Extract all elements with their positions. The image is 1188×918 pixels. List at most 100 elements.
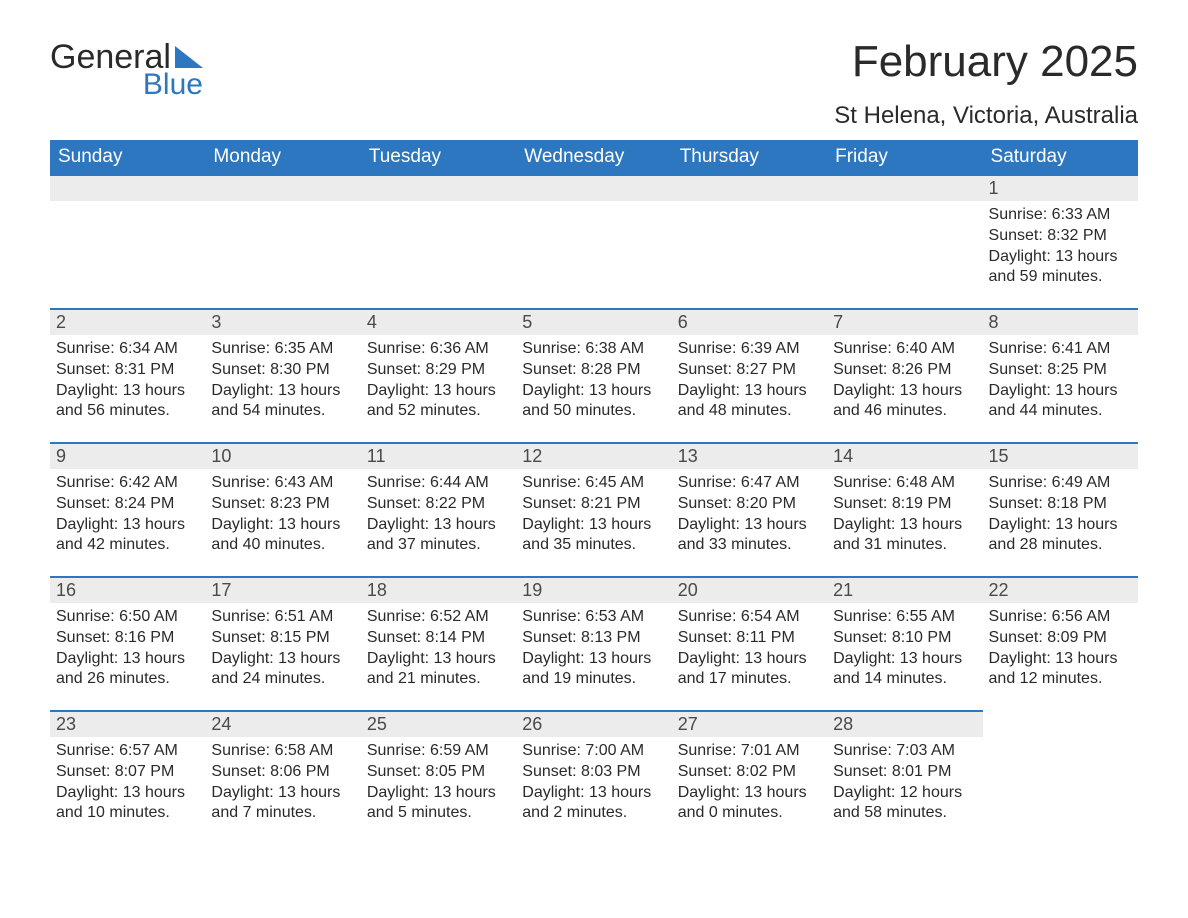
day-number xyxy=(827,174,982,201)
day-number xyxy=(672,174,827,201)
day-body: Sunrise: 6:40 AMSunset: 8:26 PMDaylight:… xyxy=(827,335,982,430)
day-number xyxy=(205,174,360,201)
calendar-day-cell: 1Sunrise: 6:33 AMSunset: 8:32 PMDaylight… xyxy=(983,174,1138,308)
sunset-line: Sunset: 8:20 PM xyxy=(678,494,821,515)
day-body xyxy=(516,201,671,213)
weekday-header: Friday xyxy=(827,140,982,174)
sunrise-line: Sunrise: 6:47 AM xyxy=(678,473,821,494)
calendar-day-cell: 13Sunrise: 6:47 AMSunset: 8:20 PMDayligh… xyxy=(672,442,827,576)
day-number: 11 xyxy=(361,442,516,469)
daylight-line: Daylight: 13 hours and 42 minutes. xyxy=(56,515,199,557)
sunset-line: Sunset: 8:10 PM xyxy=(833,628,976,649)
sunset-line: Sunset: 8:22 PM xyxy=(367,494,510,515)
sunrise-line: Sunrise: 6:43 AM xyxy=(211,473,354,494)
sunset-line: Sunset: 8:01 PM xyxy=(833,762,976,783)
sunrise-line: Sunrise: 7:00 AM xyxy=(522,741,665,762)
sunset-line: Sunset: 8:31 PM xyxy=(56,360,199,381)
page-title: February 2025 xyxy=(834,40,1138,84)
sunset-line: Sunset: 8:32 PM xyxy=(989,226,1132,247)
day-number xyxy=(50,174,205,201)
daylight-line: Daylight: 13 hours and 35 minutes. xyxy=(522,515,665,557)
daylight-line: Daylight: 13 hours and 52 minutes. xyxy=(367,381,510,423)
day-number: 17 xyxy=(205,576,360,603)
day-number: 4 xyxy=(361,308,516,335)
sunrise-line: Sunrise: 6:52 AM xyxy=(367,607,510,628)
day-body: Sunrise: 6:55 AMSunset: 8:10 PMDaylight:… xyxy=(827,603,982,698)
sunset-line: Sunset: 8:09 PM xyxy=(989,628,1132,649)
sunset-line: Sunset: 8:03 PM xyxy=(522,762,665,783)
day-body: Sunrise: 6:41 AMSunset: 8:25 PMDaylight:… xyxy=(983,335,1138,430)
day-number: 3 xyxy=(205,308,360,335)
day-body xyxy=(983,735,1138,747)
daylight-line: Daylight: 13 hours and 37 minutes. xyxy=(367,515,510,557)
calendar-day-cell: 5Sunrise: 6:38 AMSunset: 8:28 PMDaylight… xyxy=(516,308,671,442)
daylight-line: Daylight: 13 hours and 40 minutes. xyxy=(211,515,354,557)
sunrise-line: Sunrise: 6:48 AM xyxy=(833,473,976,494)
daylight-line: Daylight: 13 hours and 19 minutes. xyxy=(522,649,665,691)
sunset-line: Sunset: 8:24 PM xyxy=(56,494,199,515)
calendar-day-cell: 6Sunrise: 6:39 AMSunset: 8:27 PMDaylight… xyxy=(672,308,827,442)
day-number: 22 xyxy=(983,576,1138,603)
day-body: Sunrise: 6:48 AMSunset: 8:19 PMDaylight:… xyxy=(827,469,982,564)
calendar-day-cell: 18Sunrise: 6:52 AMSunset: 8:14 PMDayligh… xyxy=(361,576,516,710)
calendar-day-cell: 26Sunrise: 7:00 AMSunset: 8:03 PMDayligh… xyxy=(516,710,671,844)
daylight-line: Daylight: 13 hours and 5 minutes. xyxy=(367,783,510,825)
day-body: Sunrise: 6:49 AMSunset: 8:18 PMDaylight:… xyxy=(983,469,1138,564)
calendar-day-cell: 20Sunrise: 6:54 AMSunset: 8:11 PMDayligh… xyxy=(672,576,827,710)
calendar-empty-cell xyxy=(827,174,982,308)
daylight-line: Daylight: 13 hours and 26 minutes. xyxy=(56,649,199,691)
day-number: 2 xyxy=(50,308,205,335)
sunset-line: Sunset: 8:06 PM xyxy=(211,762,354,783)
sunset-line: Sunset: 8:13 PM xyxy=(522,628,665,649)
daylight-line: Daylight: 13 hours and 0 minutes. xyxy=(678,783,821,825)
calendar-week-row: 23Sunrise: 6:57 AMSunset: 8:07 PMDayligh… xyxy=(50,710,1138,844)
day-body: Sunrise: 6:53 AMSunset: 8:13 PMDaylight:… xyxy=(516,603,671,698)
sunrise-line: Sunrise: 6:59 AM xyxy=(367,741,510,762)
calendar-day-cell: 4Sunrise: 6:36 AMSunset: 8:29 PMDaylight… xyxy=(361,308,516,442)
day-body: Sunrise: 6:36 AMSunset: 8:29 PMDaylight:… xyxy=(361,335,516,430)
calendar-day-cell: 23Sunrise: 6:57 AMSunset: 8:07 PMDayligh… xyxy=(50,710,205,844)
header: General Blue February 2025 St Helena, Vi… xyxy=(50,40,1138,130)
sunrise-line: Sunrise: 6:53 AM xyxy=(522,607,665,628)
calendar-empty-cell xyxy=(361,174,516,308)
calendar-empty-cell xyxy=(50,174,205,308)
weekday-header: Sunday xyxy=(50,140,205,174)
day-number: 27 xyxy=(672,710,827,737)
title-block: February 2025 St Helena, Victoria, Austr… xyxy=(834,40,1138,130)
daylight-line: Daylight: 13 hours and 14 minutes. xyxy=(833,649,976,691)
sunrise-line: Sunrise: 6:45 AM xyxy=(522,473,665,494)
day-number: 13 xyxy=(672,442,827,469)
sunset-line: Sunset: 8:29 PM xyxy=(367,360,510,381)
sunrise-line: Sunrise: 6:36 AM xyxy=(367,339,510,360)
sunset-line: Sunset: 8:19 PM xyxy=(833,494,976,515)
sunrise-line: Sunrise: 6:44 AM xyxy=(367,473,510,494)
calendar-day-cell: 21Sunrise: 6:55 AMSunset: 8:10 PMDayligh… xyxy=(827,576,982,710)
day-body: Sunrise: 6:52 AMSunset: 8:14 PMDaylight:… xyxy=(361,603,516,698)
day-body: Sunrise: 6:45 AMSunset: 8:21 PMDaylight:… xyxy=(516,469,671,564)
daylight-line: Daylight: 13 hours and 54 minutes. xyxy=(211,381,354,423)
sunset-line: Sunset: 8:07 PM xyxy=(56,762,199,783)
daylight-line: Daylight: 13 hours and 44 minutes. xyxy=(989,381,1132,423)
sunset-line: Sunset: 8:28 PM xyxy=(522,360,665,381)
calendar-day-cell: 8Sunrise: 6:41 AMSunset: 8:25 PMDaylight… xyxy=(983,308,1138,442)
day-body: Sunrise: 7:01 AMSunset: 8:02 PMDaylight:… xyxy=(672,737,827,832)
day-number: 21 xyxy=(827,576,982,603)
sunrise-line: Sunrise: 6:49 AM xyxy=(989,473,1132,494)
calendar-day-cell: 28Sunrise: 7:03 AMSunset: 8:01 PMDayligh… xyxy=(827,710,982,844)
calendar-day-cell: 14Sunrise: 6:48 AMSunset: 8:19 PMDayligh… xyxy=(827,442,982,576)
daylight-line: Daylight: 13 hours and 10 minutes. xyxy=(56,783,199,825)
calendar-day-cell: 17Sunrise: 6:51 AMSunset: 8:15 PMDayligh… xyxy=(205,576,360,710)
day-body xyxy=(205,201,360,213)
day-number: 12 xyxy=(516,442,671,469)
daylight-line: Daylight: 13 hours and 17 minutes. xyxy=(678,649,821,691)
day-number xyxy=(516,174,671,201)
sunrise-line: Sunrise: 6:55 AM xyxy=(833,607,976,628)
day-number: 8 xyxy=(983,308,1138,335)
sunrise-line: Sunrise: 6:58 AM xyxy=(211,741,354,762)
day-number: 19 xyxy=(516,576,671,603)
day-number: 9 xyxy=(50,442,205,469)
calendar-day-cell: 27Sunrise: 7:01 AMSunset: 8:02 PMDayligh… xyxy=(672,710,827,844)
sunset-line: Sunset: 8:27 PM xyxy=(678,360,821,381)
calendar-day-cell: 2Sunrise: 6:34 AMSunset: 8:31 PMDaylight… xyxy=(50,308,205,442)
calendar-day-cell: 11 Sunrise: 6:44 AMSunset: 8:22 PMDayligh… xyxy=(361,442,516,576)
